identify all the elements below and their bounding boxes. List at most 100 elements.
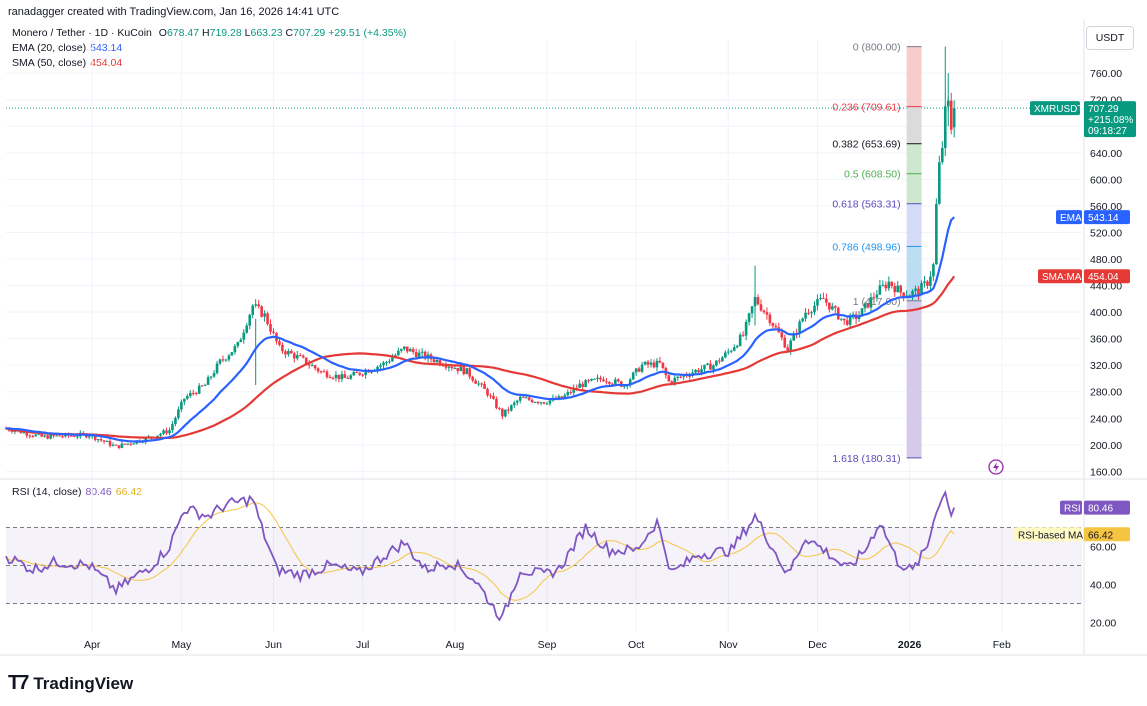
candle-body [938, 162, 941, 204]
price-axis-label: 280.00 [1090, 387, 1122, 399]
tradingview-logo[interactable]: T7 TradingView [8, 672, 133, 695]
candle-body [676, 376, 680, 378]
candle-body [515, 400, 519, 403]
candle-body [284, 351, 287, 355]
tradingview-logo-text: TradingView [33, 673, 134, 693]
candle-body [688, 375, 691, 377]
candle-body [914, 288, 917, 291]
ohlc-l-label: L [244, 27, 251, 39]
candle-body [126, 443, 130, 445]
ohlc-high: 719.28 [209, 27, 242, 39]
candle-body [670, 381, 674, 384]
candle-body [661, 362, 665, 368]
candle-body [447, 366, 451, 368]
candle-body [328, 377, 332, 379]
candle-body [364, 370, 367, 376]
ema-20-line [5, 216, 955, 443]
rsi-ma-value-tag [1084, 527, 1130, 542]
candle-body [726, 351, 730, 353]
candle-body [468, 368, 471, 377]
price-axis-label: 160.00 [1090, 466, 1122, 478]
candle-body [397, 350, 400, 356]
candle-body [177, 409, 180, 418]
candle-body [920, 283, 923, 295]
candle-body [932, 264, 935, 277]
candle-body [590, 378, 593, 381]
price-axis-label: 240.00 [1090, 413, 1122, 425]
candle-body [512, 402, 516, 406]
last-price-tag-text: 707.29 [1088, 104, 1119, 115]
candle-body [165, 430, 168, 434]
symbol-tag [1030, 101, 1080, 116]
candle-body [70, 435, 73, 437]
ohlc-close: 707.29 [293, 27, 326, 39]
candle-body [180, 401, 183, 410]
candle-body [732, 347, 736, 351]
candle-body [108, 440, 112, 446]
candle-body [715, 360, 718, 366]
fib-zone [906, 173, 922, 204]
candle-body [408, 349, 412, 352]
candle-body [382, 362, 385, 366]
candle-body [848, 315, 852, 325]
candle-body [37, 433, 40, 435]
candle-body [765, 312, 769, 315]
candle-body [655, 360, 659, 368]
candle-body [694, 369, 697, 373]
ema-legend-label: EMA (20, close) [12, 42, 87, 54]
candle-body [456, 368, 460, 372]
candle-body [649, 362, 653, 365]
candle-body [209, 376, 213, 378]
candle-body [518, 396, 522, 401]
candle-body [836, 307, 840, 320]
candle-body [667, 375, 671, 382]
currency-button[interactable]: USDT [1086, 26, 1134, 50]
candle-body [73, 435, 76, 437]
fib-level-label: 0 (800.00) [853, 42, 901, 54]
candle-body [614, 379, 617, 384]
candle-body [786, 347, 790, 351]
rsi-line [5, 489, 956, 622]
candle-body [31, 435, 35, 437]
time-axis-label: Apr [84, 639, 101, 651]
candle-body [750, 306, 754, 314]
candle-body [319, 371, 323, 373]
candle-body [186, 396, 189, 399]
rsi-axis-label: 40.00 [1090, 580, 1116, 592]
candle-body [524, 397, 528, 399]
candle-body [631, 372, 635, 380]
candle-body [729, 350, 733, 352]
candle-body [851, 314, 855, 316]
candle-body [510, 405, 513, 411]
candle-body [807, 312, 810, 314]
candle-body [756, 297, 760, 305]
rsi-legend-label: RSI (14, close) [12, 486, 82, 498]
candle-body [679, 376, 683, 378]
candle-body [423, 351, 427, 359]
candle-body [890, 281, 894, 287]
ema-tag [1056, 210, 1082, 225]
candle-body [58, 435, 61, 437]
ema-legend: EMA (20, close) 543.14 [12, 42, 122, 54]
sma-tag [1038, 269, 1082, 284]
candle-body [402, 346, 406, 349]
candle-body [839, 318, 843, 320]
candle-body [530, 399, 534, 403]
candle-body [269, 324, 272, 332]
candle-body [120, 443, 124, 448]
sma-legend-value: 454.04 [90, 57, 123, 69]
candle-body [628, 379, 632, 386]
ema-legend-value: 543.14 [90, 42, 123, 54]
time-axis-label: Feb [993, 639, 1011, 651]
ohlc-c-label: C [285, 27, 294, 39]
candle-body [295, 355, 299, 359]
candle-body [420, 351, 424, 353]
candle-body [25, 432, 29, 436]
candle-body [171, 424, 174, 431]
candle-body [224, 359, 228, 361]
candle-body [893, 286, 897, 293]
fib-level-label: 1.618 (180.31) [832, 453, 900, 465]
candle-body [298, 355, 302, 357]
candle-body [22, 432, 26, 434]
